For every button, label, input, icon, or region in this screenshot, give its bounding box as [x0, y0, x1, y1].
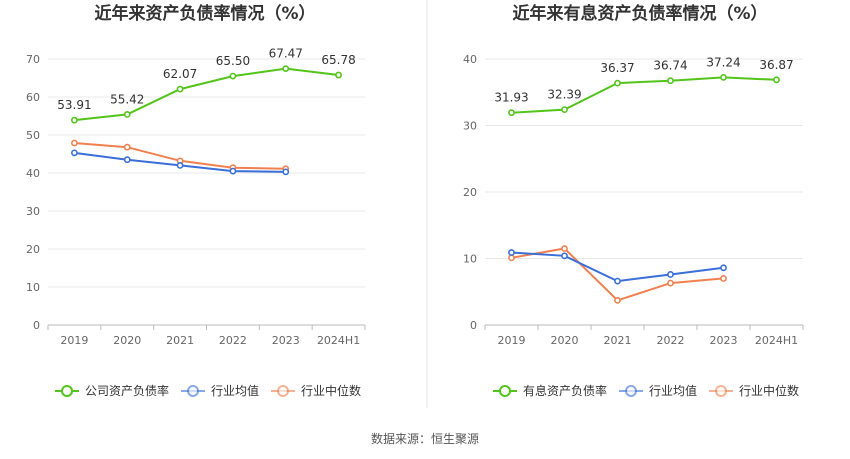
data-point: [720, 264, 727, 272]
data-point: [508, 254, 515, 262]
legend-item: 公司资产负债率: [55, 383, 169, 398]
data-label: 55.42: [110, 92, 144, 106]
x-tick-label: 2019: [498, 334, 526, 347]
series-line: [74, 67, 339, 122]
legend-label: 行业中位数: [739, 383, 799, 398]
x-tick-label: 2023: [272, 334, 300, 347]
data-point: [667, 271, 674, 278]
data-point: [123, 156, 131, 164]
legend-item: 行业均值: [619, 383, 697, 398]
data-label: 36.87: [759, 58, 793, 72]
legend-label: 行业均值: [211, 383, 259, 398]
legend-label: 行业均值: [649, 383, 697, 398]
y-tick-label: 30: [463, 120, 477, 133]
legend-marker: [187, 385, 199, 397]
data-point: [614, 296, 621, 304]
chart-panel-1: 近年来资产负债率情况（%） 0 10 20 30 40 50 60 70 2019 2020 2021…: [26, 3, 366, 398]
chart-title: 近年来有息资产负债率情况（%）: [512, 3, 767, 24]
data-point: [508, 109, 515, 117]
data-point: [229, 167, 237, 175]
y-tick-label: 50: [26, 129, 40, 142]
x-tick-label: 2024H1: [317, 334, 360, 347]
data-point: [720, 275, 727, 282]
x-tick-label: 2019: [60, 334, 88, 347]
x-tick-label: 2020: [551, 334, 579, 347]
x-tick-label: 2024H1: [755, 334, 798, 347]
series-line: [511, 251, 724, 283]
y-tick-label: 0: [470, 319, 477, 332]
series-line: [511, 247, 724, 302]
y-tick-label: 30: [26, 205, 40, 218]
y-tick-label: 0: [33, 319, 40, 332]
data-point: [720, 73, 727, 81]
data-label: 32.39: [547, 88, 581, 102]
y-tick-label: 10: [26, 281, 40, 294]
data-label: 31.93: [494, 91, 528, 105]
x-tick-label: 2023: [710, 334, 738, 347]
data-point: [176, 85, 184, 93]
data-point: [508, 249, 515, 256]
x-tick-label: 2021: [604, 334, 632, 347]
legend-marker: [715, 385, 727, 397]
data-point: [561, 106, 568, 114]
x-tick-label: 2021: [166, 334, 194, 347]
data-label: 65.78: [321, 53, 355, 67]
data-point: [335, 71, 342, 79]
x-tick-label: 2020: [113, 334, 141, 347]
y-tick-label: 20: [463, 186, 477, 199]
data-point: [123, 111, 131, 118]
data-point: [614, 277, 621, 285]
data-point: [773, 76, 780, 84]
data-source-text: 数据来源：恒生聚源: [371, 431, 479, 446]
data-label: 36.74: [653, 59, 687, 73]
legend-marker: [61, 385, 73, 397]
data-point: [561, 245, 568, 252]
legend-marker: [625, 385, 637, 397]
data-point: [71, 149, 78, 157]
legend-label: 行业中位数: [301, 383, 361, 398]
legend-item: 行业均值: [181, 383, 259, 398]
legend-marker: [277, 385, 289, 397]
data-point: [282, 168, 290, 176]
data-point: [229, 72, 237, 80]
x-tick-label: 2022: [219, 334, 247, 347]
y-tick-label: 40: [463, 53, 477, 66]
data-point: [176, 161, 184, 169]
data-point: [71, 116, 78, 124]
y-tick-label: 20: [26, 243, 40, 256]
legend-label: 公司资产负债率: [85, 383, 169, 398]
legend-marker: [499, 385, 511, 397]
data-point: [282, 65, 290, 73]
legend-item: 行业中位数: [709, 383, 799, 398]
data-point: [561, 252, 568, 260]
x-tick-label: 2022: [657, 334, 685, 347]
series-line: [511, 76, 777, 114]
data-label: 62.07: [163, 67, 197, 81]
data-label: 65.50: [216, 54, 250, 68]
data-label: 37.24: [706, 55, 740, 69]
y-tick-label: 40: [26, 167, 40, 180]
data-point: [614, 79, 621, 87]
data-point: [667, 77, 674, 85]
legend-item: 有息资产负债率: [493, 383, 607, 398]
legend-item: 行业中位数: [271, 383, 361, 398]
data-label: 53.91: [57, 98, 91, 112]
data-label: 36.37: [600, 61, 634, 75]
data-point: [71, 139, 78, 147]
y-tick-label: 10: [463, 253, 477, 266]
chart-title: 近年来资产负债率情况（%）: [94, 3, 315, 24]
chart-panel-2: 近年来有息资产负债率情况（%） 0 10 20 30 40 2019 2020 2021 2022…: [463, 3, 804, 398]
data-point: [123, 143, 131, 151]
legend-label: 有息资产负债率: [523, 383, 607, 398]
y-tick-label: 60: [26, 91, 40, 104]
data-point: [667, 279, 674, 287]
data-label: 67.47: [269, 47, 303, 61]
y-tick-label: 70: [26, 53, 40, 66]
